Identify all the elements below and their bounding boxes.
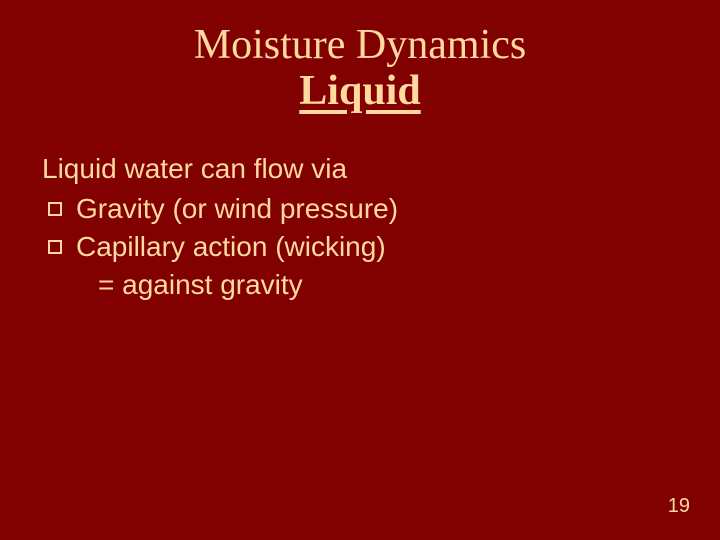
sub-text: = against gravity (42, 266, 678, 304)
list-item-text: Gravity (or wind pressure) (76, 193, 398, 224)
intro-text: Liquid water can flow via (42, 150, 678, 188)
title-line-2: Liquid (42, 68, 678, 114)
bullet-list: Gravity (or wind pressure) Capillary act… (42, 190, 678, 266)
page-number: 19 (668, 495, 690, 518)
slide-title: Moisture Dynamics Liquid (42, 22, 678, 114)
square-bullet-icon (48, 202, 62, 216)
list-item-text: Capillary action (wicking) (76, 231, 386, 262)
title-line-1: Moisture Dynamics (42, 22, 678, 68)
slide: Moisture Dynamics Liquid Liquid water ca… (0, 0, 720, 540)
list-item: Gravity (or wind pressure) (42, 190, 678, 228)
square-bullet-icon (48, 240, 62, 254)
slide-body: Liquid water can flow via Gravity (or wi… (42, 150, 678, 303)
list-item: Capillary action (wicking) (42, 228, 678, 266)
